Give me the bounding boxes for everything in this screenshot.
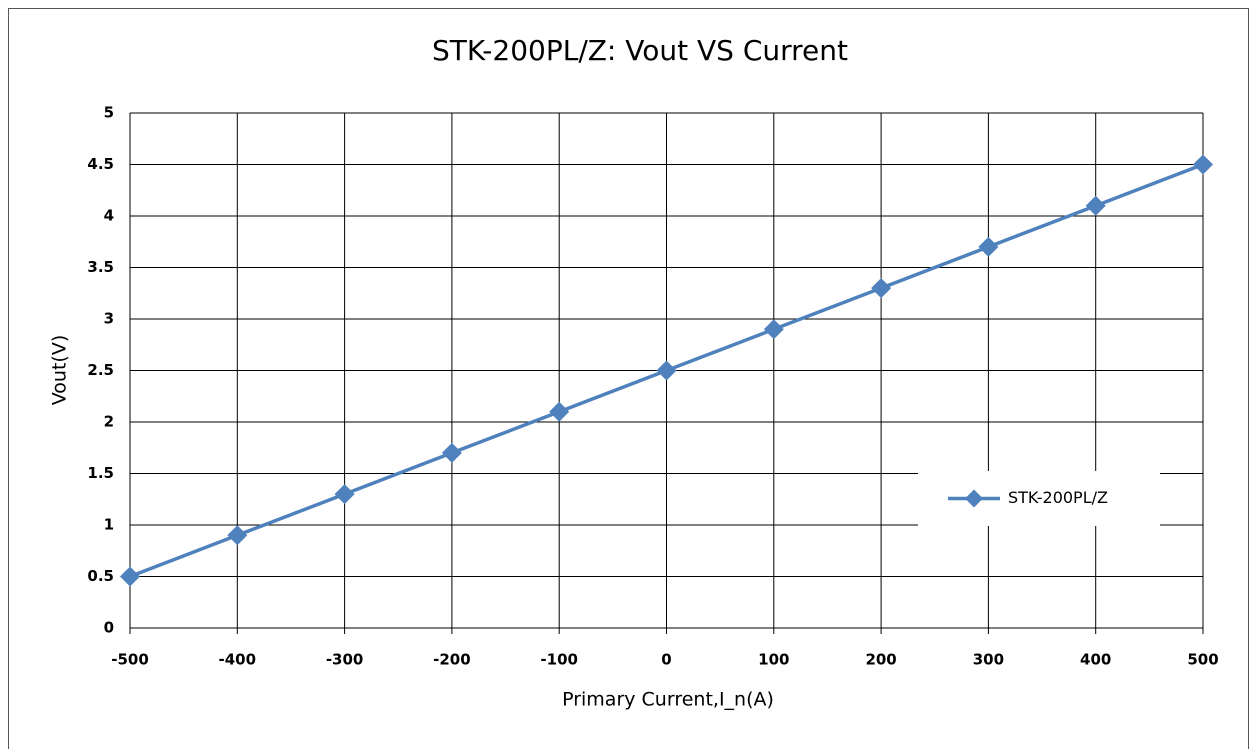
x-tick-label: -400 (219, 651, 257, 669)
legend-marker (965, 489, 983, 508)
data-point (763, 319, 784, 340)
x-tick-label: 300 (973, 651, 1004, 669)
y-axis-label: Vout(V) (49, 335, 71, 405)
data-point (1085, 195, 1106, 216)
x-tick-label: 500 (1187, 651, 1218, 669)
x-tick-label: 100 (758, 651, 789, 669)
y-tick-label: 3 (104, 310, 114, 328)
y-tick-label: 2 (104, 413, 114, 431)
data-point (656, 360, 677, 381)
data-point (120, 566, 140, 587)
y-tick-label: 0.5 (87, 567, 114, 585)
legend-label: STK-200PL/Z (1008, 488, 1108, 507)
x-tick-label: -500 (111, 651, 149, 669)
y-tick-label: 5 (104, 104, 114, 122)
y-tick-label: 0 (104, 619, 114, 637)
y-tick-label: 4 (104, 207, 114, 225)
data-point (441, 442, 462, 463)
x-tick-label: -300 (326, 651, 364, 669)
data-point (549, 401, 570, 422)
y-tick-label: 4.5 (87, 155, 114, 173)
x-axis-label: Primary Current,I_n(A) (562, 689, 774, 711)
data-point (871, 278, 892, 299)
x-tick-label: -200 (433, 651, 471, 669)
y-tick-label: 2.5 (87, 361, 114, 379)
y-tick-label: 1 (104, 516, 114, 534)
chart-title: STK-200PL/Z: Vout VS Current (432, 34, 848, 67)
chart-border (8, 8, 1249, 749)
x-tick-label: -100 (540, 651, 578, 669)
y-tick-label: 1.5 (87, 464, 114, 482)
x-tick-label: 0 (661, 651, 671, 669)
y-tick-label: 3.5 (87, 258, 114, 276)
data-point (227, 525, 248, 546)
x-tick-label: 400 (1080, 651, 1111, 669)
data-point (334, 484, 355, 505)
data-point (1193, 154, 1213, 175)
data-point (978, 236, 999, 257)
x-tick-label: 200 (865, 651, 896, 669)
